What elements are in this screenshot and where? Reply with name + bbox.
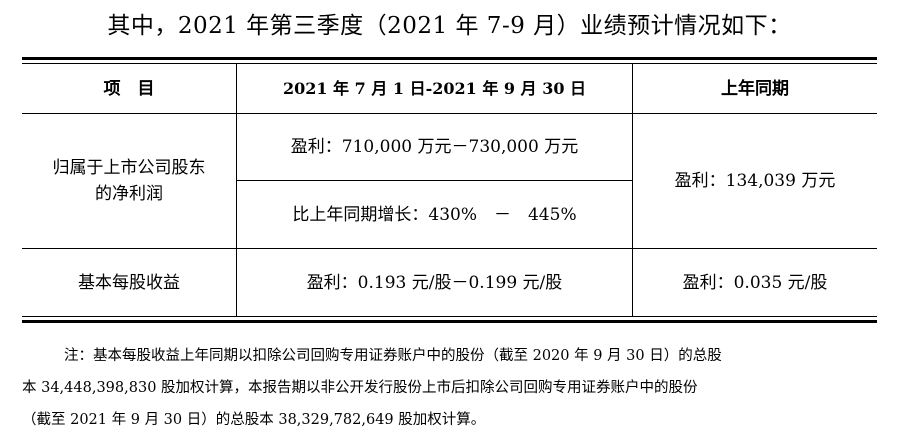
net-profit-prior: 盈利：134,039 万元 (674, 171, 836, 191)
net-profit-label: 归属于上市公司股东 的净利润 (22, 114, 236, 248)
net-profit-current-range: 盈利：710,000 万元－730,000 万元 (290, 137, 579, 157)
net-profit-label-line2: 的净利润 (95, 184, 163, 204)
footnote-line-3: （截至 2021 年 9 月 30 日）的总股本 38,329,782,649 … (22, 412, 486, 428)
header-period: 2021 年 7 月 1 日-2021 年 9 月 30 日 (282, 78, 587, 98)
eps-current-range: 盈利：0.193 元/股－0.199 元/股 (306, 272, 563, 293)
header-row-divider (22, 113, 877, 114)
eps-label: 基本每股收益 (78, 272, 180, 293)
row-divider (22, 248, 877, 249)
table-top-inner-rule (22, 63, 877, 64)
eps-prior: 盈利：0.035 元/股 (682, 272, 828, 293)
table-top-rule (22, 57, 877, 60)
net-profit-growth-range: 比上年同期增长：430% － 445% (292, 204, 577, 225)
table-bottom-rule (22, 320, 877, 323)
footnote-line-2: 本 34,448,398,830 股加权计算，本报告期以非公开发行股份上市后扣除… (22, 380, 698, 396)
header-prior: 上年同期 (721, 78, 789, 99)
table-bottom-inner-rule (22, 316, 877, 317)
column-divider-2 (632, 64, 633, 317)
footnote-line-1: 注：基本每股收益上年同期以扣除公司回购专用证券账户中的股份（截至 2020 年 … (64, 348, 722, 364)
header-item: 项 目 (103, 78, 155, 99)
net-profit-label-line1: 归属于上市公司股东 (52, 158, 206, 178)
page-heading: 其中，2021 年第三季度（2021 年 7-9 月）业绩预计情况如下： (107, 13, 792, 39)
column-divider-1 (236, 64, 237, 317)
profit-growth-divider (236, 180, 632, 181)
